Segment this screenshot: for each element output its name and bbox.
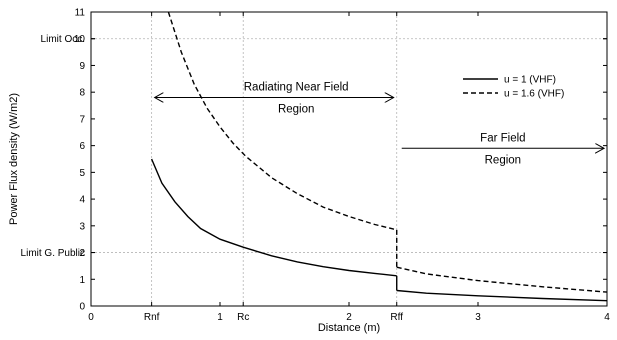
y-tick-label: 7 bbox=[79, 114, 85, 125]
x-tick-label: Rff bbox=[390, 312, 403, 323]
series-lines bbox=[150, 11, 608, 302]
y-tick-label: 11 bbox=[75, 8, 86, 19]
plot-frame bbox=[90, 11, 608, 307]
ff-region-title: Far Field bbox=[480, 132, 525, 144]
legend-label-2: u = 1.6 (VHF) bbox=[504, 89, 564, 100]
y-tick-label: 0 bbox=[79, 302, 85, 313]
series-1-segment bbox=[150, 158, 397, 277]
y-tick-label: 6 bbox=[79, 141, 85, 152]
rnf-region-title: Radiating Near Field bbox=[244, 82, 349, 94]
y-tick-label: Limit Occ. bbox=[41, 34, 85, 45]
x-tick-label: 4 bbox=[604, 312, 610, 323]
y-tick-label: 4 bbox=[79, 195, 85, 206]
y-tick-label: Limit G. Public bbox=[21, 248, 85, 259]
y-tick-label: 3 bbox=[79, 221, 85, 232]
legend: u = 1 (VHF) u = 1.6 (VHF) bbox=[463, 75, 564, 100]
rnf-region-subtitle: Region bbox=[278, 104, 314, 116]
x-tick-label: Rnf bbox=[144, 312, 160, 323]
x-tick-label: 1 bbox=[217, 312, 223, 323]
y-tick-label: 2 bbox=[79, 248, 85, 259]
region-annotations: Radiating Near Field Region Far Field Regio… bbox=[155, 82, 604, 166]
y-tick-label: 9 bbox=[79, 61, 85, 72]
y-tick-label: 1 bbox=[79, 275, 85, 286]
x-tick-label: 0 bbox=[88, 312, 94, 323]
series-2-segment bbox=[396, 266, 608, 293]
legend-label-1: u = 1 (VHF) bbox=[504, 75, 556, 86]
series-2-segment bbox=[167, 11, 397, 231]
x-tick-label: 3 bbox=[475, 312, 481, 323]
ff-region-subtitle: Region bbox=[485, 154, 521, 166]
x-axis-label: Distance (m) bbox=[318, 322, 380, 334]
x-tick-label: 2 bbox=[346, 312, 352, 323]
x-tick-label: Rc bbox=[237, 312, 249, 323]
series-1-segment bbox=[396, 289, 608, 302]
y-tick-label: 10 bbox=[74, 34, 86, 45]
y-tick-label: 8 bbox=[79, 88, 85, 99]
y-tick-label: 5 bbox=[79, 168, 85, 179]
y-axis-label: Power Flux density (W/m2) bbox=[8, 93, 20, 225]
grid-lines bbox=[91, 12, 607, 306]
